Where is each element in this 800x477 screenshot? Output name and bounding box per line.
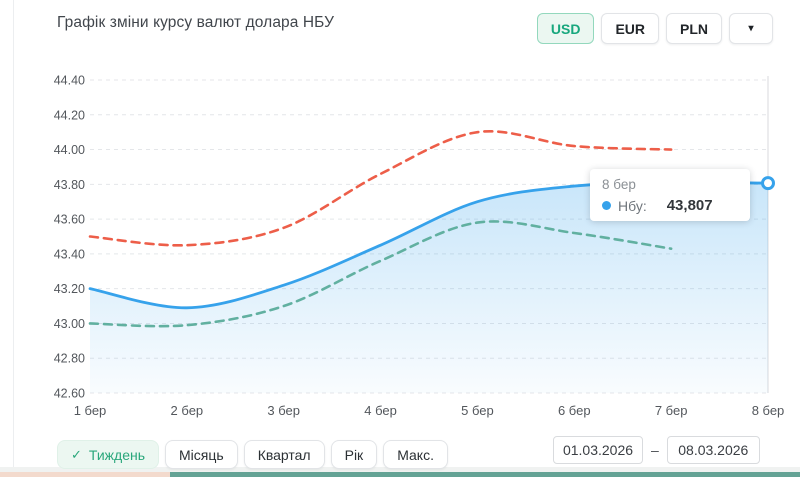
chevron-down-icon: ▾ [748,22,754,34]
tooltip-series-label: Нбу: [618,197,647,214]
y-axis-tick-label: 43.80 [54,178,85,192]
x-axis-tick-label: 4 бер [364,403,397,418]
period-button-quarter[interactable]: Квартал [243,440,325,469]
date-range-separator: – [651,442,659,458]
period-button-max[interactable]: Макс. [383,440,448,469]
bottom-section-strip-teal [170,472,800,477]
date-range-picker: – [553,436,760,464]
x-axis-tick-label: 3 бер [267,403,300,418]
y-axis-tick-label: 43.40 [54,247,85,261]
x-axis-tick-label: 1 бер [74,403,107,418]
date-from-input[interactable] [553,436,643,464]
period-label: Тиждень [88,446,146,463]
period-button-week[interactable]: ✓ Тиждень [57,440,160,469]
x-axis-tick-label: 5 бер [461,403,494,418]
date-to-input[interactable] [666,436,760,464]
x-axis-tick-label: 2 бер [171,403,204,418]
tooltip-date: 8 бер [602,177,636,192]
tooltip-value: 43,807 [666,197,713,214]
y-axis-tick-label: 42.80 [54,352,85,366]
currency-dropdown-button[interactable]: ▾ [729,13,773,44]
currency-tab-usd[interactable]: USD [536,13,595,44]
y-axis-tick-label: 44.20 [54,108,85,122]
y-axis-tick-label: 42.60 [54,387,85,401]
currency-tab-pln[interactable]: PLN [666,13,722,44]
y-axis-tick-label: 43.00 [54,317,85,331]
x-axis-tick-label: 7 бер [655,403,688,418]
y-axis-tick-label: 44.00 [54,143,85,157]
left-divider [13,0,14,477]
chart-tooltip: 8 бер Нбу: 43,807 [590,169,750,221]
period-button-month[interactable]: Місяць [165,440,238,469]
y-axis-tick-label: 44.40 [54,74,85,88]
currency-tab-group: USD EUR PLN ▾ [536,13,773,44]
series-area-nbu [90,182,768,393]
series-line-red-dashed-upper [88,130,673,247]
y-axis-tick-label: 43.20 [54,282,85,296]
active-point-marker [761,176,775,191]
x-axis-tick-label: 6 бер [558,403,591,418]
series-line-teal-dashed-lower [88,220,673,328]
nbu-series-dot-icon [602,201,611,210]
page-title: Графік зміни курсу валют долара НБУ [57,14,335,31]
bottom-section-strip-salmon [0,472,170,477]
period-button-group: ✓ Тиждень Місяць Квартал Рік Макс. [57,440,448,469]
check-icon: ✓ [71,447,82,462]
period-button-year[interactable]: Рік [330,440,378,469]
currency-tab-eur[interactable]: EUR [601,13,659,44]
bottom-section-strip-gray [0,467,800,472]
y-axis-tick-label: 43.60 [54,213,85,227]
x-axis-tick-label: 8 бер [752,403,785,418]
